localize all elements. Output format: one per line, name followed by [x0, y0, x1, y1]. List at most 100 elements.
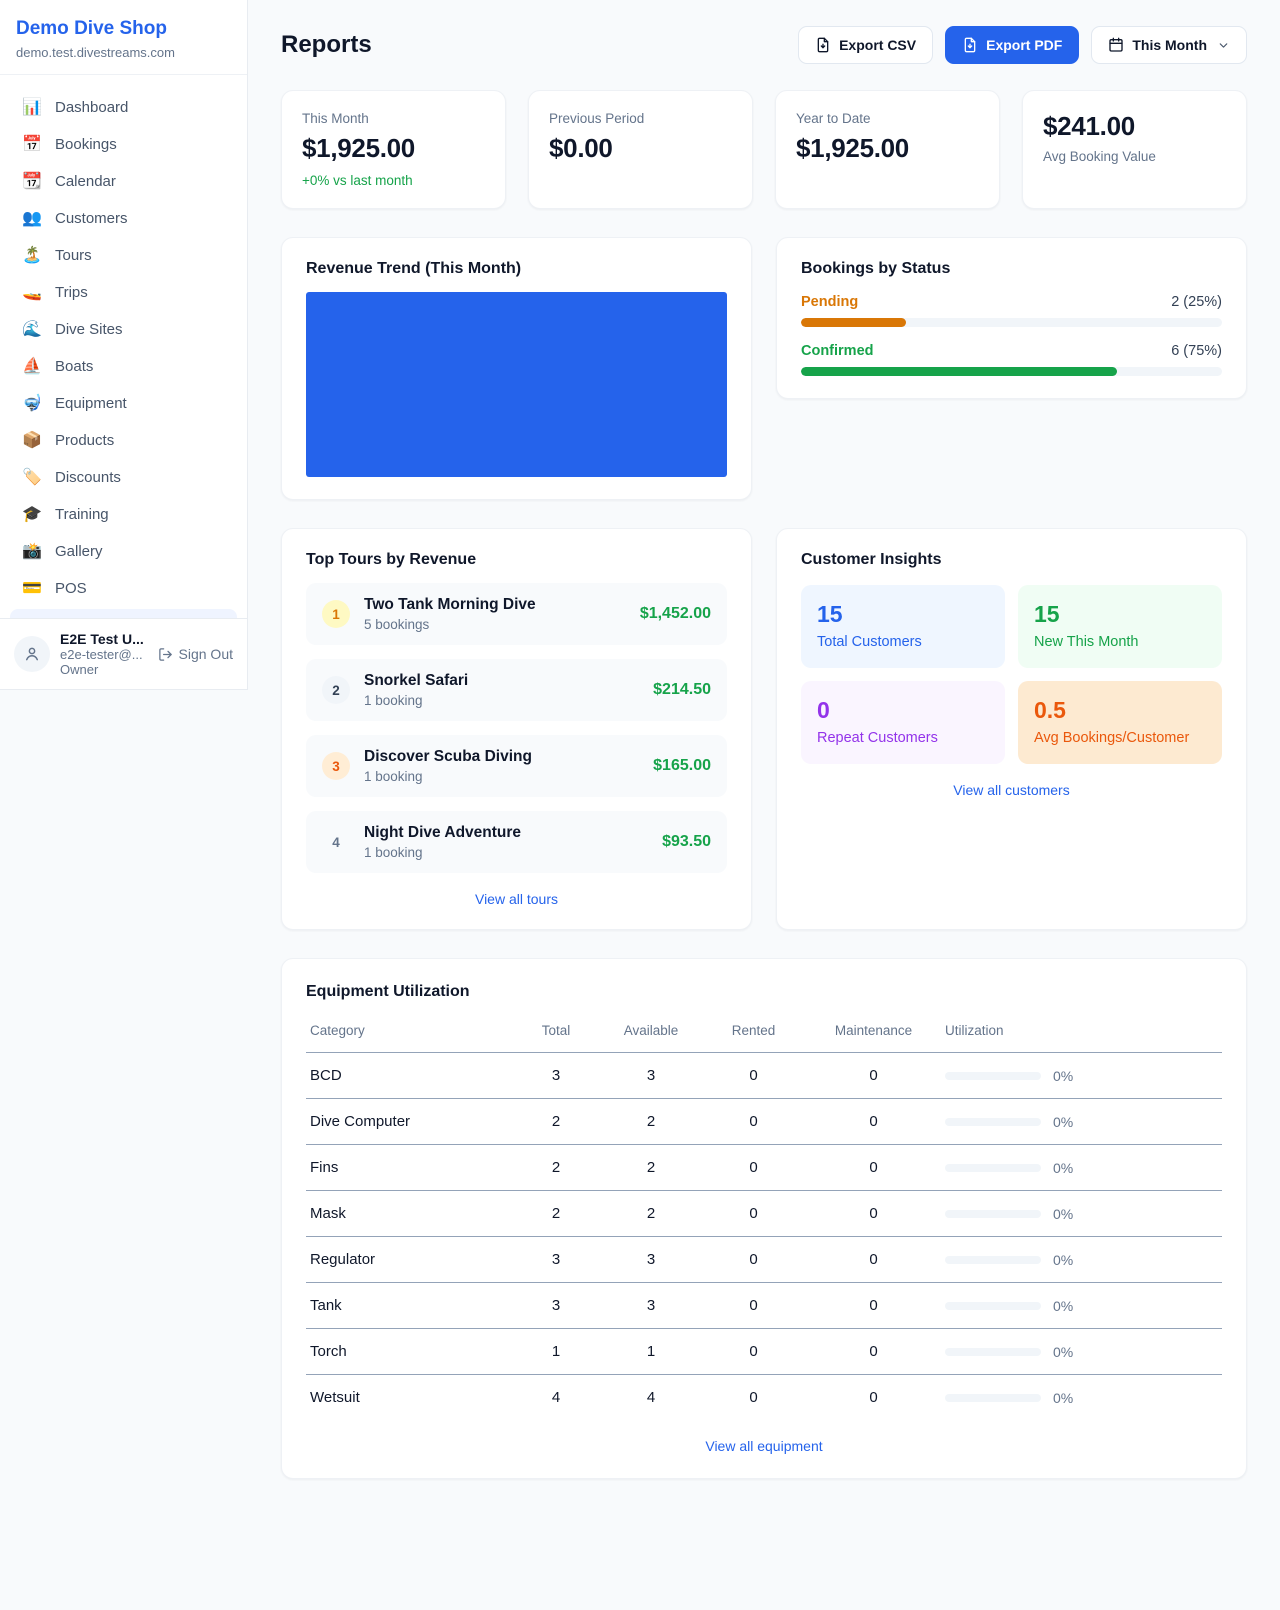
cell-category: Regulator — [306, 1236, 511, 1283]
equipment-icon: 🤿 — [22, 394, 42, 412]
cell-rented: 0 — [701, 1236, 806, 1283]
view-all-equipment-link[interactable]: View all equipment — [705, 1438, 823, 1454]
insights-row: Top Tours by Revenue 1 Two Tank Morning … — [281, 528, 1247, 930]
tour-bookings: 5 bookings — [364, 617, 430, 632]
tour-row: 4 Night Dive Adventure 1 booking $93.50 — [306, 811, 727, 873]
cell-available: 2 — [601, 1144, 701, 1191]
sidebar-item-training[interactable]: 🎓 Training — [22, 505, 109, 523]
status-bar-track — [801, 318, 1222, 327]
cell-total: 2 — [511, 1144, 601, 1191]
sidebar-item-dashboard[interactable]: 📊 Dashboard — [22, 98, 129, 116]
sign-out-button[interactable]: Sign Out — [158, 646, 233, 662]
export-pdf-button[interactable]: Export PDF — [945, 26, 1080, 64]
sidebar-item-gallery[interactable]: 📸 Gallery — [22, 542, 103, 560]
cell-total: 3 — [511, 1052, 601, 1099]
stat-card-previous-period: Previous Period $0.00 — [528, 90, 753, 209]
stat-label: Avg Booking Value — [1043, 149, 1156, 164]
stats-row: This Month $1,925.00 +0% vs last month P… — [281, 90, 1247, 209]
utilization-bar — [945, 1255, 1041, 1264]
sidebar-item-calendar[interactable]: 📆 Calendar — [22, 172, 116, 190]
sidebar-item-equipment[interactable]: 🤿 Equipment — [22, 394, 127, 412]
tour-amount: $1,452.00 — [639, 605, 711, 622]
cell-total: 3 — [511, 1236, 601, 1283]
chevron-down-icon — [1219, 42, 1228, 48]
status-count: 2 (25%) — [1171, 294, 1222, 310]
sidebar-item-boats[interactable]: ⛵ Boats — [22, 357, 94, 375]
cell-category: Mask — [306, 1190, 511, 1237]
cell-maintenance: 0 — [806, 1190, 941, 1237]
sidebar-item-dive-sites[interactable]: 🌊 Dive Sites — [22, 320, 123, 338]
cell-rented: 0 — [749, 1389, 758, 1406]
cell-maintenance: 0 — [806, 1098, 941, 1145]
status-bar-fill — [801, 318, 907, 327]
status-label: Confirmed — [801, 343, 874, 359]
stat-card-year-to-date: Year to Date $1,925.00 — [775, 90, 1000, 209]
sidebar-item-pos[interactable]: 💳 POS — [22, 579, 87, 597]
cell-utilization: 0% — [941, 1052, 1222, 1099]
tour-amount: $214.50 — [653, 681, 711, 698]
tour-bookings: 1 booking — [364, 845, 423, 860]
table-row: BCD 3 3 0 0 0% — [306, 1052, 1222, 1099]
tours-icon: 🏝️ — [22, 246, 42, 264]
insight-avg-bookings-customer: 0.5 Avg Bookings/Customer — [1018, 681, 1222, 764]
customer-insights-card: Customer Insights 15 Total Customers 15 … — [776, 528, 1247, 930]
insight-label: Avg Bookings/Customer — [1034, 730, 1190, 746]
view-all-tours-link[interactable]: View all tours — [474, 891, 558, 907]
period-dropdown[interactable]: This Month — [1091, 26, 1247, 64]
sidebar-item-customers[interactable]: 👥 Customers — [22, 209, 128, 227]
page-header: Reports Export CSV Export PDF This Month — [281, 26, 1247, 64]
rank-badge: 2 — [322, 676, 350, 704]
cell-maintenance: 0 — [806, 1236, 941, 1283]
sign-out-icon — [158, 647, 172, 661]
cell-total: 2 — [511, 1190, 601, 1237]
header-actions: Export CSV Export PDF This Month — [798, 26, 1247, 64]
cell-rented: 0 — [701, 1190, 806, 1237]
sidebar-item-tours[interactable]: 🏝️ Tours — [22, 246, 92, 264]
file-download-icon — [817, 37, 829, 53]
sidebar-item-selected-partial[interactable] — [10, 609, 237, 618]
tour-amount: $165.00 — [653, 757, 711, 774]
sidebar-item-discounts[interactable]: 🏷️ Discounts — [22, 468, 121, 486]
equipment-table: Category Total Available Rented Maintena… — [306, 1015, 1222, 1420]
utilization-bar — [945, 1347, 1041, 1356]
cell-utilization: 0% — [941, 1190, 1222, 1237]
cell-total: 2 — [511, 1098, 601, 1145]
utilization-bar — [945, 1301, 1041, 1310]
stat-card-avg-booking-value: $241.00 Avg Booking Value — [1022, 90, 1247, 209]
cell-category: Wetsuit — [310, 1389, 360, 1406]
cell-rented: 0 — [701, 1052, 806, 1099]
status-count: 6 (75%) — [1171, 343, 1222, 359]
col-header-available: Available — [601, 1015, 701, 1053]
cell-utilization: 0% — [941, 1375, 1222, 1421]
insight-total-customers: 15 Total Customers — [801, 585, 1005, 668]
tour-name: Night Dive Adventure — [364, 824, 522, 841]
user-role: Owner — [60, 662, 99, 677]
sidebar-nav: 📊 Dashboard 📅 Bookings 📆 Calendar 👥 Cust… — [0, 75, 247, 618]
equipment-header-row: Category Total Available Rented Maintena… — [306, 1015, 1222, 1053]
person-icon — [26, 647, 38, 661]
cell-rented: 0 — [701, 1098, 806, 1145]
sidebar-item-bookings[interactable]: 📅 Bookings — [22, 135, 117, 153]
cell-utilization: 0% — [941, 1328, 1222, 1375]
view-all-customers-link[interactable]: View all customers — [953, 782, 1070, 798]
discounts-icon: 🏷️ — [22, 468, 42, 486]
stat-value: $1,925.00 — [302, 133, 415, 163]
cell-maintenance: 0 — [806, 1144, 941, 1191]
stat-value: $241.00 — [1043, 111, 1135, 141]
tour-name: Discover Scuba Diving — [364, 748, 532, 765]
utilization-bar — [945, 1163, 1041, 1172]
tour-bookings: 1 booking — [364, 769, 423, 784]
stat-label: This Month — [302, 111, 369, 126]
export-csv-button[interactable]: Export CSV — [798, 26, 934, 64]
sidebar-item-trips[interactable]: 🚤 Trips — [22, 283, 88, 301]
insight-grid: 15 Total Customers 15 New This Month 0 R… — [801, 585, 1222, 764]
cell-utilization: 0% — [941, 1282, 1222, 1329]
sidebar-item-products[interactable]: 📦 Products — [22, 431, 115, 449]
cell-total: 4 — [551, 1389, 561, 1406]
stat-label: Previous Period — [549, 111, 645, 126]
revenue-trend-title: Revenue Trend (This Month) — [306, 260, 522, 277]
table-row: Regulator 3 3 0 0 0% — [306, 1236, 1222, 1283]
insight-value: 0.5 — [1034, 697, 1066, 723]
cell-category: Torch — [306, 1328, 511, 1375]
top-tours-card: Top Tours by Revenue 1 Two Tank Morning … — [281, 528, 752, 930]
